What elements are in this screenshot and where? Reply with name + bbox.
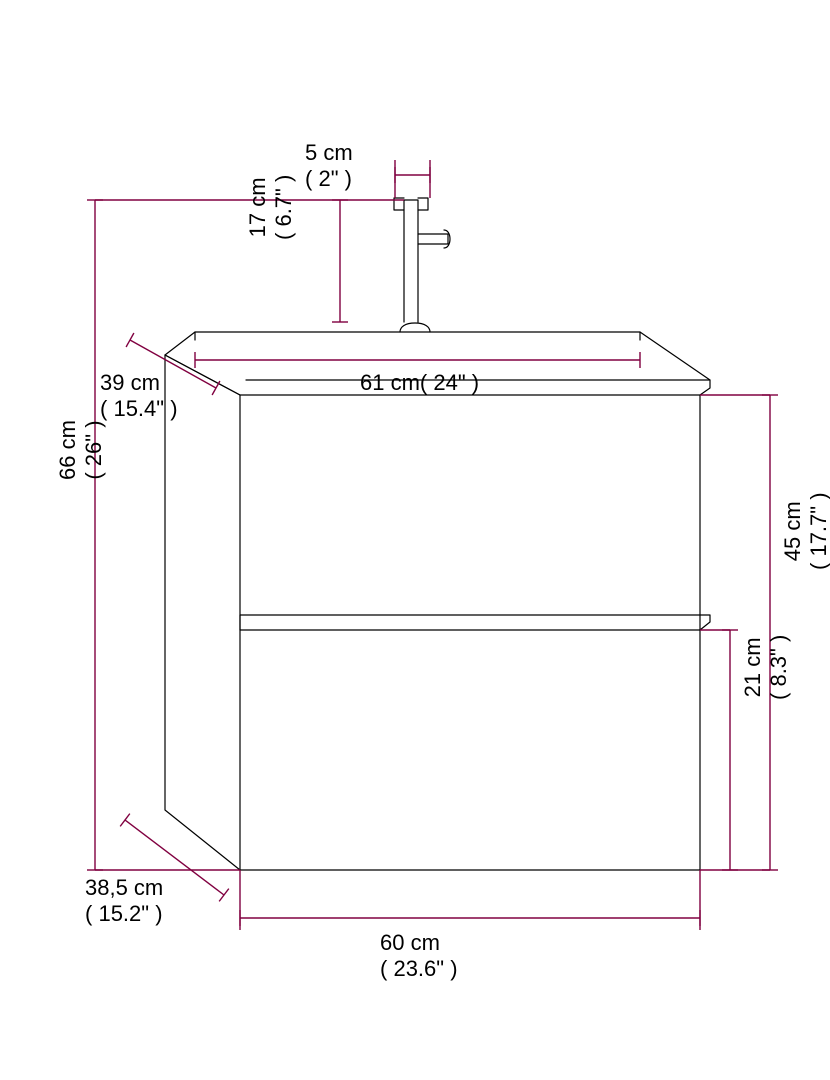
dim-in: ( 8.3" ) bbox=[766, 635, 792, 700]
dim-label-sink_depth: 39 cm( 15.4" ) bbox=[100, 370, 178, 422]
dim-label-total_height: 66 cm( 26" ) bbox=[55, 420, 107, 480]
dim-in: ( 17.7" ) bbox=[806, 492, 830, 570]
dim-in: 2" bbox=[318, 166, 338, 191]
dim-cm: 45 cm bbox=[780, 492, 806, 570]
dim-label-cabinet_depth: 38,5 cm( 15.2" ) bbox=[85, 875, 163, 927]
dim-in: ( 26" ) bbox=[81, 420, 107, 480]
dim-cm: 60 cm bbox=[380, 930, 440, 955]
dim-label-faucet_width: 5 cm( 2" ) bbox=[305, 140, 353, 192]
dim-cm: 66 cm bbox=[55, 420, 81, 480]
dim-label-cabinet_width: 60 cm( 23.6" ) bbox=[380, 930, 458, 982]
dim-label-cabinet_height: 45 cm( 17.7" ) bbox=[780, 492, 830, 570]
dim-in: ( 6.7" ) bbox=[271, 175, 297, 240]
dim-cm: 21 cm bbox=[740, 635, 766, 700]
dim-in: 15.2" bbox=[98, 901, 149, 926]
dim-cm: 5 cm bbox=[305, 140, 353, 165]
dim-cm: 17 cm bbox=[245, 175, 271, 240]
dim-label-faucet_height: 17 cm( 6.7" ) bbox=[245, 175, 297, 240]
dim-in: 15.4" bbox=[113, 396, 164, 421]
dim-cm: 39 cm bbox=[100, 370, 160, 395]
dim-label-sink_width: 61 cm( 24" ) bbox=[360, 370, 479, 396]
diagram-stage: 5 cm( 2" )17 cm( 6.7" )66 cm( 26" )61 cm… bbox=[0, 0, 830, 1080]
dim-label-drawer_height: 21 cm( 8.3" ) bbox=[740, 635, 792, 700]
dim-in: 23.6" bbox=[393, 956, 444, 981]
dim-cm: 38,5 cm bbox=[85, 875, 163, 900]
